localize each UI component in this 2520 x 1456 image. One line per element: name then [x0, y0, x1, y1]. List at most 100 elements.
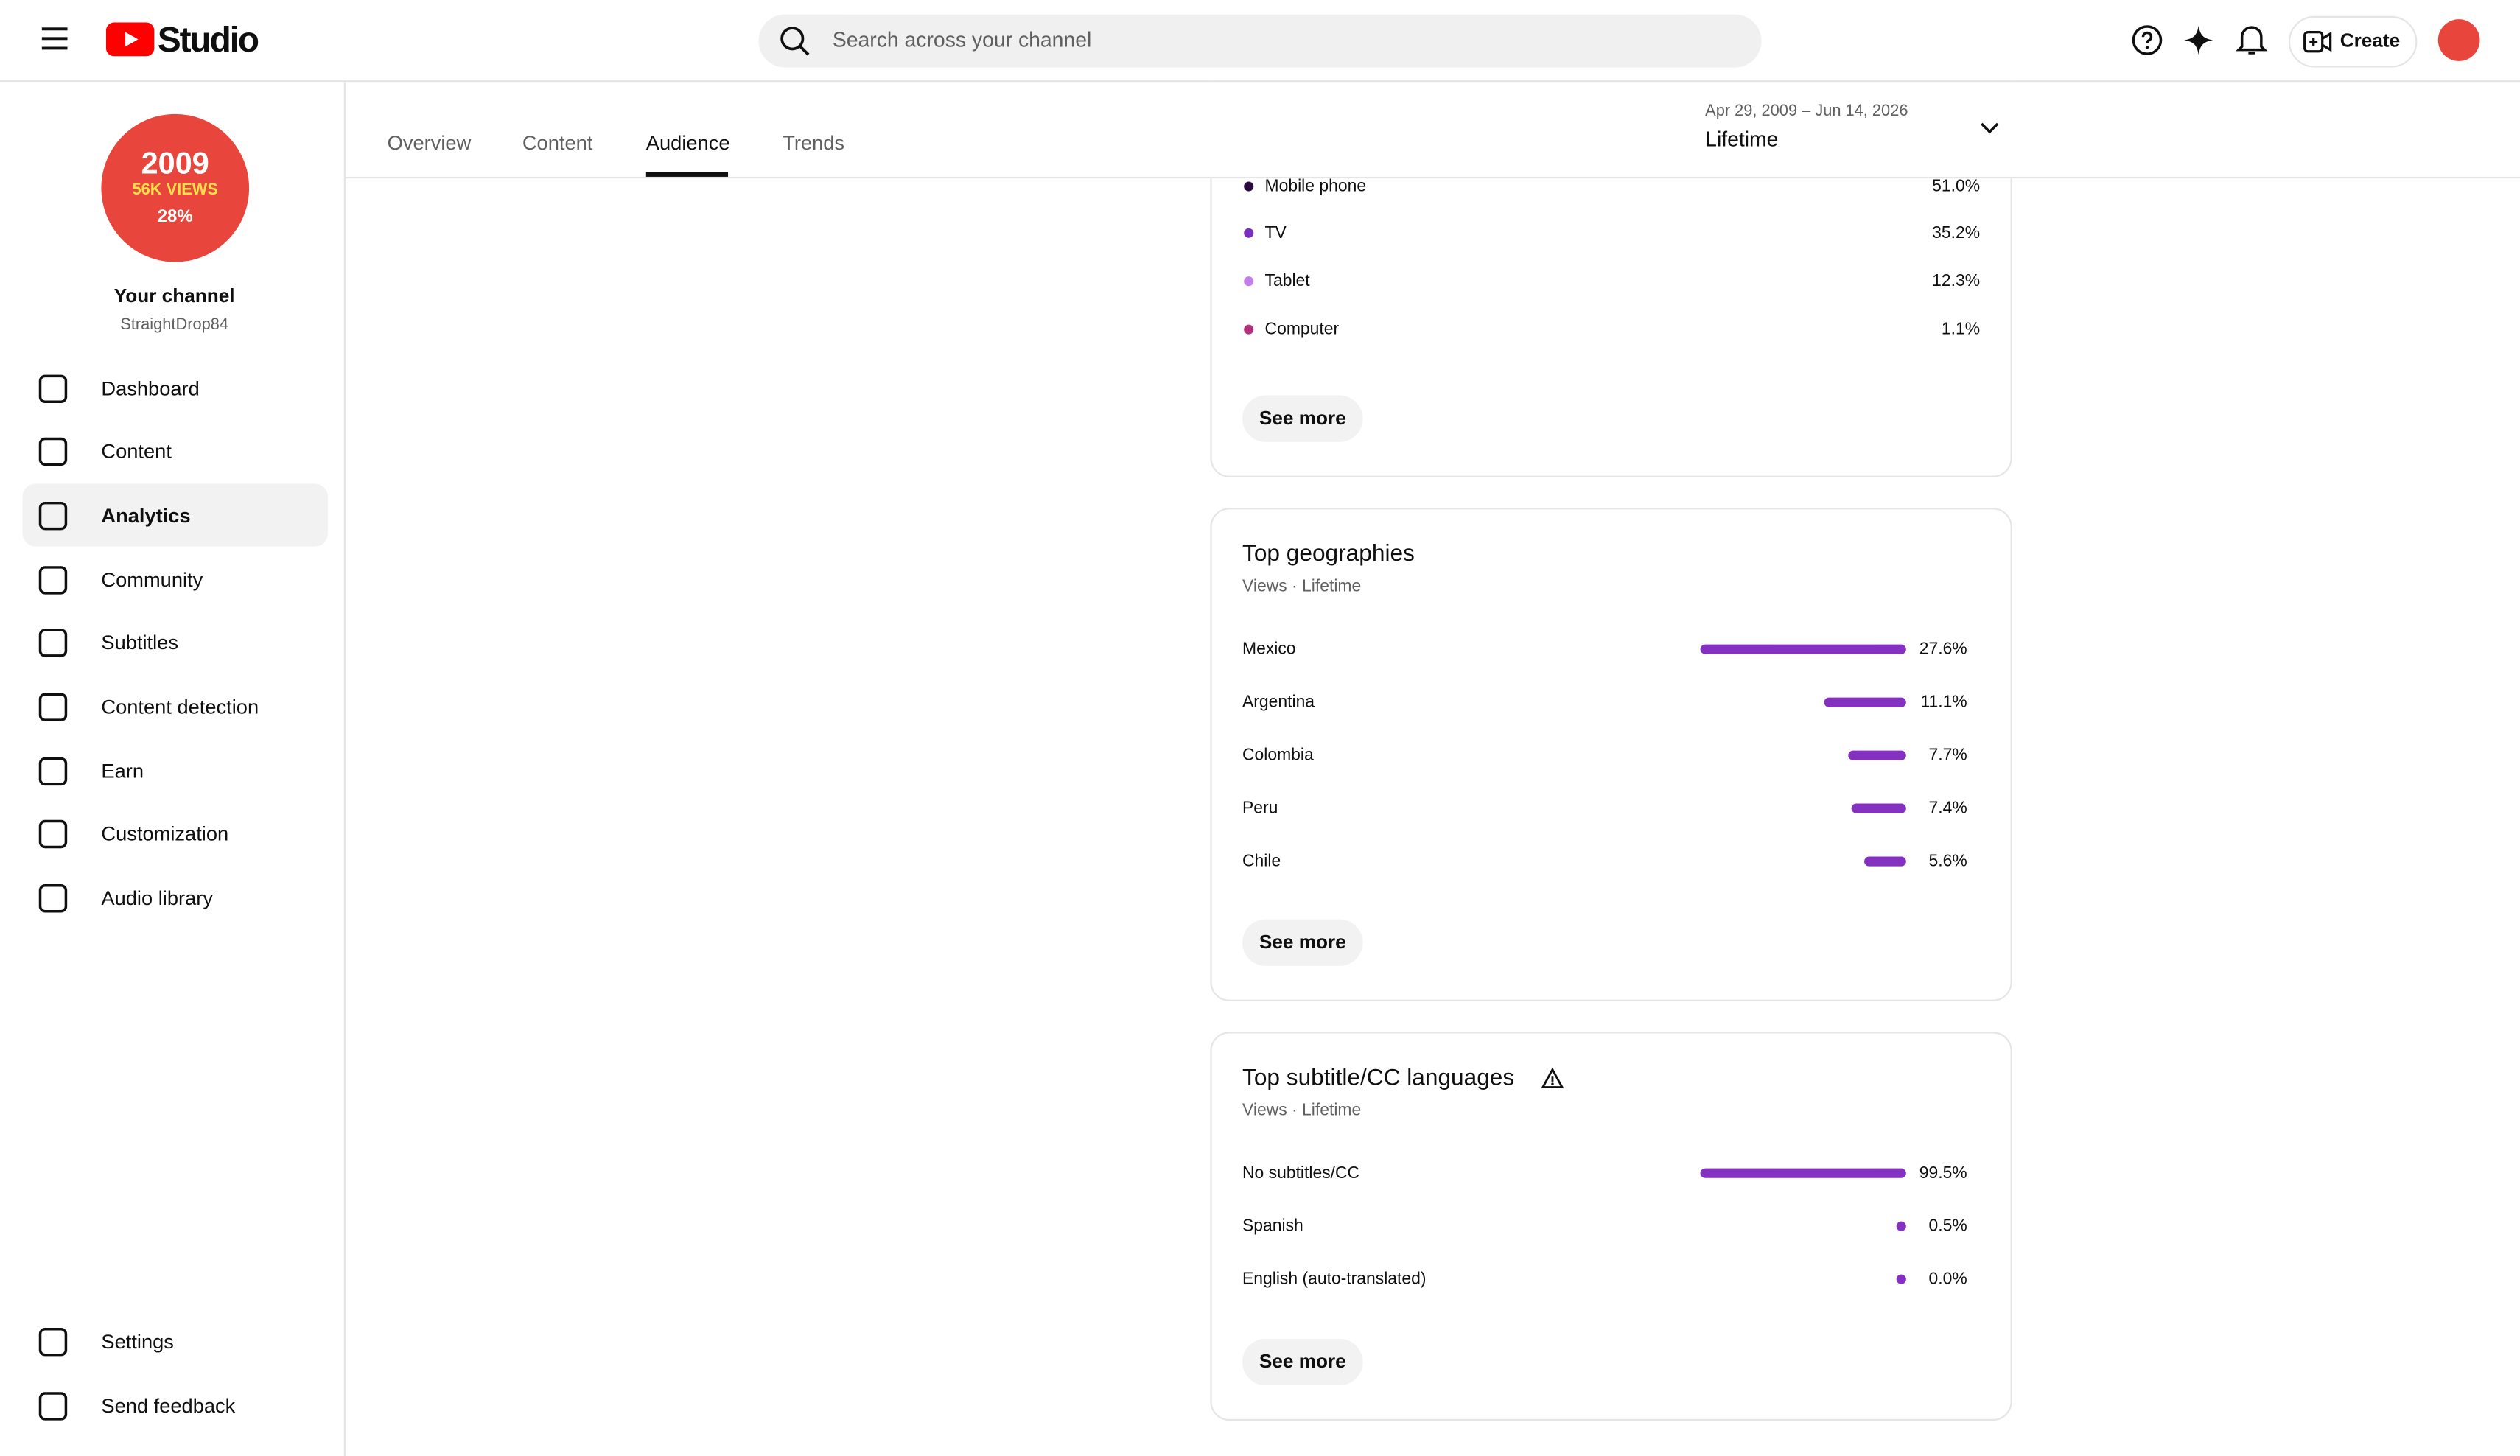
nav-icon [38, 1392, 68, 1421]
search-box[interactable]: Search across your channel [758, 14, 1762, 68]
device-value: 51.0% [1932, 176, 1981, 197]
create-button[interactable]: Create [2288, 15, 2418, 68]
bar [1700, 644, 1906, 654]
nav-item[interactable]: Community [101, 569, 203, 592]
avatar-line: 56K VIEWS [132, 181, 218, 200]
row-value: 7.7% [1928, 746, 1967, 766]
nav-item[interactable]: Send feedback [101, 1395, 236, 1418]
date-range-dates: Apr 29, 2009 – Jun 14, 2026 [1705, 102, 1908, 121]
warning-icon[interactable] [1541, 1067, 1564, 1090]
avatar-line: 2009 [141, 147, 209, 182]
dropdown-chevron[interactable] [1978, 117, 2001, 140]
nav-item[interactable]: Dashboard [101, 377, 200, 401]
legend-dot [1244, 276, 1254, 287]
nav-item[interactable]: Content [101, 440, 172, 463]
tab[interactable]: Trends [783, 131, 845, 155]
row-label: Argentina [1242, 693, 1315, 713]
nav-item[interactable]: Settings [101, 1330, 174, 1354]
top-bar: Studio Search across your channel Create [0, 0, 2520, 83]
nav-icon [38, 693, 68, 721]
nav-item[interactable]: Subtitles [101, 631, 179, 654]
nav-icon [38, 501, 68, 531]
row-value: 7.4% [1928, 799, 1967, 819]
card-title: Top subtitle/CC languages [1242, 1065, 1515, 1091]
tab[interactable]: Content [522, 131, 593, 155]
row-value: 5.6% [1928, 851, 1967, 872]
device-label: Mobile phone [1264, 176, 1367, 197]
avatar-line: 28% [157, 207, 193, 227]
bar [1700, 1168, 1906, 1178]
ai-icon[interactable] [2183, 24, 2215, 57]
row-label: Chile [1242, 851, 1281, 872]
row-label: Spanish [1242, 1217, 1303, 1236]
tab[interactable]: Overview [387, 131, 472, 155]
logo-text[interactable]: Studio [157, 19, 259, 60]
bar [1848, 750, 1906, 760]
nav-active-bg [22, 483, 328, 547]
bar [1823, 697, 1906, 707]
nav-item[interactable]: Content detection [101, 696, 259, 718]
bar [1896, 1221, 1906, 1231]
row-value: 11.1% [1920, 693, 1967, 713]
legend-dot [1244, 181, 1254, 192]
nav-item[interactable]: Analytics [101, 504, 191, 528]
device-label: TV [1264, 223, 1287, 243]
tab-bar: Apr 29, 2009 – Jun 14, 2026 Lifetime Ove… [345, 82, 2520, 179]
search-placeholder: Search across your channel [832, 27, 1092, 52]
nav-icon [38, 884, 68, 913]
nav-icon [38, 374, 68, 404]
row-label: Peru [1242, 799, 1278, 819]
row-value: 0.5% [1928, 1217, 1967, 1236]
menu-icon[interactable] [41, 27, 68, 50]
create-icon [2303, 30, 2332, 53]
see-more-button[interactable]: See more [1242, 919, 1363, 966]
legend-dot [1244, 324, 1254, 335]
search-icon [780, 27, 810, 56]
nav-icon [38, 566, 68, 595]
bar [1850, 803, 1906, 813]
create-label: Create [2339, 29, 2401, 52]
device-label: Tablet [1264, 271, 1310, 291]
nav-icon [38, 819, 68, 849]
tab-underline [645, 172, 729, 177]
device-value: 1.1% [1941, 320, 1981, 340]
bar [1896, 1274, 1906, 1284]
notifications-icon[interactable] [2236, 23, 2268, 58]
card-title: Top geographies [1242, 542, 1415, 567]
see-more-button[interactable]: See more [1242, 1338, 1363, 1386]
row-value: 99.5% [1919, 1163, 1967, 1183]
row-value: 27.6% [1919, 640, 1967, 659]
help-icon[interactable] [2131, 24, 2163, 57]
row-label: Mexico [1242, 640, 1296, 659]
device-label: Computer [1264, 320, 1340, 340]
row-label: Colombia [1242, 746, 1314, 766]
nav-item[interactable]: Audio library [101, 886, 213, 910]
subtitles-card: Top subtitle/CC languages Views · Lifetim… [1210, 1032, 2012, 1421]
legend-dot [1244, 228, 1254, 238]
nav-item[interactable]: Earn [101, 760, 144, 783]
nav-item[interactable]: Customization [101, 822, 229, 846]
tab[interactable]: Audience [645, 131, 730, 155]
logo-icon[interactable] [105, 22, 155, 57]
see-more-button[interactable]: See more [1242, 395, 1363, 442]
geographies-card: Top geographies Views · Lifetime Mexico 27.… [1210, 508, 2012, 1001]
device-value: 35.2% [1932, 223, 1981, 243]
nav-icon [38, 757, 68, 786]
card-subtitle: Views · Lifetime [1242, 577, 1362, 597]
account-avatar[interactable] [2437, 19, 2480, 61]
row-label: English (auto-translated) [1242, 1270, 1427, 1289]
row-value: 0.0% [1928, 1270, 1967, 1289]
date-range-label[interactable]: Lifetime [1705, 127, 1779, 152]
row-label: No subtitles/CC [1242, 1163, 1360, 1183]
channel-avatar[interactable]: 2009 56K VIEWS 28% [101, 113, 250, 262]
sidebar: 2009 56K VIEWS 28% Your channel Straight… [0, 82, 346, 1456]
nav-icon [38, 1328, 68, 1357]
card-subtitle: Views · Lifetime [1242, 1101, 1362, 1121]
device-value: 12.3% [1932, 271, 1981, 291]
channel-title[interactable]: Your channel [113, 284, 235, 307]
nav-icon [38, 437, 68, 466]
bar [1864, 856, 1906, 867]
nav-icon [38, 629, 68, 657]
